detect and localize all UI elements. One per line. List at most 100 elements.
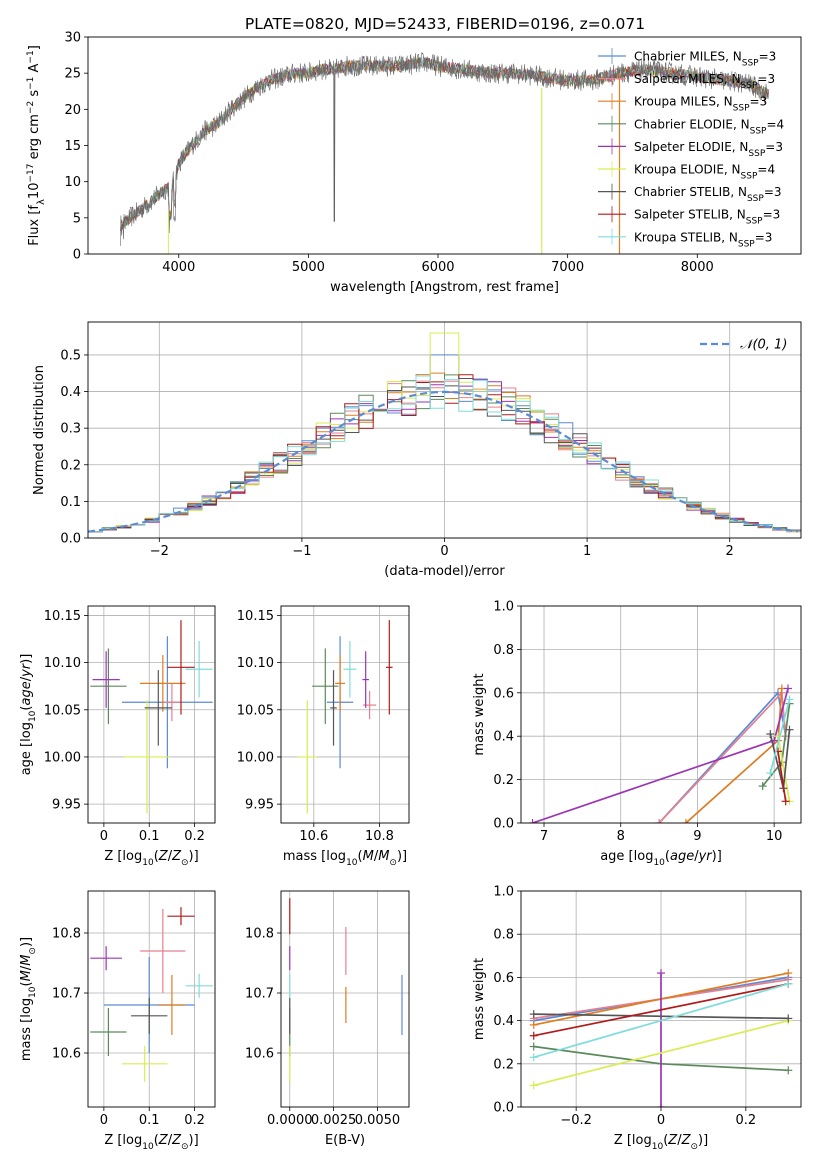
- x-axis-label-part: E(B-V): [325, 1133, 365, 1148]
- x-axis-label-part: 10: [653, 858, 665, 868]
- x-axis-label-part: )]: [712, 849, 722, 864]
- x-axis-label-part: ⊙: [181, 858, 189, 868]
- x-axis-label-part: Z: [171, 849, 182, 864]
- legend-label-sub: SSP: [750, 126, 767, 136]
- x-tick-label: 0.1: [139, 1113, 160, 1128]
- plot-area-spectrum: [120, 52, 769, 254]
- x-tick-label: 8: [617, 829, 625, 844]
- x-tick-label: 0.2: [184, 1113, 205, 1128]
- legend-residuals: 𝒩(0, 1): [700, 338, 787, 353]
- legend-label-count: =3: [755, 230, 773, 244]
- x-tick-label: 0.2: [184, 829, 205, 844]
- y-axis-label-part: /: [19, 676, 34, 681]
- x-axis-label-part: (: [665, 849, 670, 864]
- legend-label-text: Chabrier MILES, N: [634, 50, 742, 64]
- x-axis-label-part: )]: [698, 1133, 708, 1148]
- legend-label: Kroupa MILES, NSSP=3: [634, 95, 767, 114]
- x-tick-label: 10: [766, 829, 783, 844]
- histogram-series-8: [88, 375, 801, 533]
- y-tick-label: 0.0: [493, 817, 514, 832]
- x-axis-label-part: M: [363, 849, 374, 864]
- axes-frame: [87, 36, 802, 255]
- y-tick-label: 0.6: [493, 686, 514, 701]
- axes-residuals: −2 −1 0 1 2 0.0 0.1 0.2 0.3 0.4 0.5 (data-model)/er…: [32, 321, 802, 579]
- x-axis-label: mass [log10(M/M⊙)]: [283, 849, 407, 868]
- x-axis-label-part: ⊙: [690, 1142, 698, 1152]
- y-tick-label: 10.7: [52, 987, 81, 1002]
- x-axis-label-part: Z: [681, 1133, 692, 1148]
- y-tick-label: 0.4: [60, 385, 81, 400]
- plot-area-mass-vs-EBV: [289, 898, 403, 1082]
- x-tick-label: −1: [292, 544, 311, 559]
- x-axis-label-part: )]: [189, 1133, 199, 1148]
- weight-line-4: [532, 688, 789, 823]
- y-axis-label-part: /: [19, 965, 34, 970]
- x-axis-label-part: yr: [698, 849, 714, 864]
- legend-label-text: Salpeter STELIB, N: [634, 208, 746, 222]
- y-tick-label: 0.0: [60, 532, 81, 547]
- legend-label: Salpeter ELODIE, NSSP=3: [634, 140, 783, 159]
- y-tick-label: 10.6: [245, 1047, 274, 1062]
- y-axis-label-part: yr: [19, 662, 34, 678]
- y-axis-label-part: −17: [26, 164, 36, 183]
- y-axis-label-part: ]: [27, 45, 42, 50]
- y-tick-label: 10.15: [237, 609, 274, 624]
- x-axis-label-part: M: [378, 849, 389, 864]
- legend-label-text: Salpeter MILES, N: [634, 72, 741, 86]
- x-axis-label-part: ⊙: [181, 1142, 189, 1152]
- x-tick-label: 2: [726, 544, 734, 559]
- y-tick-label: 0.4: [493, 730, 514, 745]
- y-axis-label: age [log10(age/yr)]: [19, 654, 38, 776]
- x-axis-label-part: /: [168, 849, 173, 864]
- legend-label-sub: SSP: [741, 81, 758, 91]
- legend-label: Chabrier ELODIE, NSSP=4: [634, 117, 784, 136]
- y-tick-label: 5: [73, 211, 81, 226]
- x-tick-label: 9: [693, 829, 701, 844]
- y-tick-label: 10.00: [237, 750, 274, 765]
- y-axis-label: Flux [fλ10−17 erg cm−2 s−1 A−1]: [26, 45, 47, 246]
- x-tick-label: 5000: [292, 260, 325, 275]
- axes-frame: [520, 890, 802, 1108]
- x-axis-label-part: Z: [171, 1133, 182, 1148]
- x-axis-label-part: 10: [652, 1142, 664, 1152]
- x-axis-label-part: /: [677, 1133, 682, 1148]
- axes-frame: [280, 890, 410, 1108]
- x-axis-label: Z [log10(Z/Z⊙)]: [104, 1133, 198, 1152]
- axes-group: 4000 5000 6000 7000 8000051015202530waveleng…: [19, 31, 802, 1152]
- x-tick-label: 10.6: [299, 829, 328, 844]
- x-axis-label-part: (: [154, 1133, 159, 1148]
- legend-label-sub: SSP: [738, 239, 755, 249]
- axes-frame: [520, 605, 802, 824]
- x-axis-label-part: Z: [158, 1133, 169, 1148]
- y-tick-label: 0.6: [493, 971, 514, 986]
- y-tick-label: 0.8: [493, 643, 514, 658]
- x-axis-label-part: wavelength [Angstrom, rest frame]: [330, 280, 559, 295]
- legend-label-text: Kroupa STELIB, N: [634, 230, 738, 244]
- x-axis-label-part: Z: [667, 1133, 678, 1148]
- x-axis-label-part: /: [168, 1133, 173, 1148]
- y-tick-label: 0.2: [493, 773, 514, 788]
- y-tick-label: 1.0: [493, 885, 514, 900]
- x-tick-label: 6000: [421, 260, 454, 275]
- x-axis-label-part: )]: [397, 849, 407, 864]
- x-tick-label: −2: [150, 544, 169, 559]
- x-tick-label: 0: [657, 1113, 665, 1128]
- y-axis-label-part: age: [19, 681, 34, 705]
- x-tick-label: 0.0000: [267, 1113, 313, 1128]
- axes-spectrum: 4000 5000 6000 7000 8000 0 5 10 15 20 25 30 waveleng…: [26, 31, 802, 295]
- x-tick-label: 7: [540, 829, 548, 844]
- x-axis-label-part: mass [log: [283, 849, 346, 864]
- x-axis-label-part: 10: [346, 858, 358, 868]
- y-tick-label: 9.95: [52, 798, 81, 813]
- axes-mass-vs-Z: 0 0.1 0.210.610.710.8Z [log10(Z/Z⊙)]mass […: [19, 890, 216, 1152]
- y-tick-label: 0.3: [60, 422, 81, 437]
- x-tick-label: 10.8: [365, 829, 394, 844]
- y-tick-label: 0.2: [493, 1057, 514, 1072]
- legend-label-count: =4: [757, 163, 775, 177]
- x-axis-label-part: (data-model)/error: [384, 564, 505, 579]
- legend-label-sub: SSP: [747, 194, 764, 204]
- y-tick-label: 10.10: [44, 656, 81, 671]
- legend-label-count: =3: [757, 72, 775, 86]
